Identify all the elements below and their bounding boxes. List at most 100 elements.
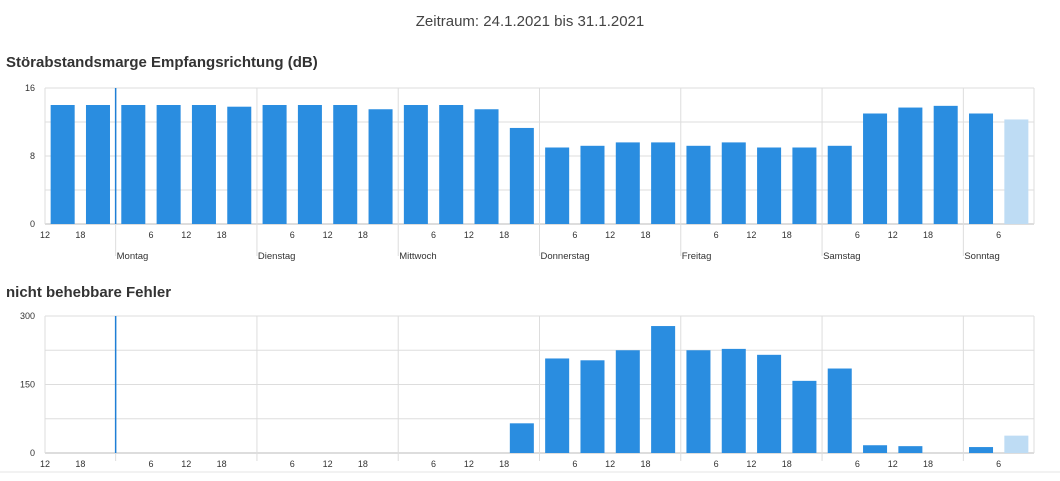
snr-bar (509, 127, 534, 224)
snr-bar (333, 105, 358, 224)
err-xtick: 6 (148, 459, 153, 469)
err-xtick: 6 (714, 459, 719, 469)
err-xtick: 18 (499, 459, 509, 469)
snr-ytick: 16 (25, 83, 35, 93)
snr-bar (863, 113, 888, 224)
err-xtick: 18 (640, 459, 650, 469)
err-bar (827, 368, 852, 453)
errors-chart: 0 150 300 12 18 6 12 18 6 12 18 6 12 18 6 12 18 6 12 18 6 12 1… (0, 311, 1060, 473)
snr-xtick: 18 (923, 230, 933, 240)
snr-ytick: 0 (30, 219, 35, 229)
snr-bar (827, 145, 852, 224)
snr-bar (1004, 119, 1029, 224)
snr-xtick: 12 (888, 230, 898, 240)
err-bar (898, 446, 923, 453)
period-label: Zeitraum: 24.1.2021 bis 31.1.2021 (415, 13, 645, 30)
err-xtick: 12 (605, 459, 615, 469)
err-bar (721, 348, 746, 453)
snr-bar (898, 107, 923, 224)
snr-bar (686, 145, 711, 224)
snr-bar (651, 142, 676, 224)
err-bar (969, 447, 994, 453)
err-xtick: 6 (572, 459, 577, 469)
snr-bar (933, 105, 958, 224)
snr-xtick: 12 (464, 230, 474, 240)
snr-xtick: 6 (996, 230, 1001, 240)
snr-bar (227, 106, 252, 224)
snr-xtick: 6 (431, 230, 436, 240)
err-xtick: 18 (217, 459, 227, 469)
err-xtick: 12 (323, 459, 333, 469)
snr-xtick: 18 (75, 230, 85, 240)
snr-bar (545, 147, 570, 224)
chart-title-errors: nicht behebbare Fehler (6, 284, 172, 301)
snr-xtick: 18 (640, 230, 650, 240)
snr-xtick: 6 (572, 230, 577, 240)
snr-xtick: 18 (499, 230, 509, 240)
snr-bar (156, 105, 181, 224)
err-xtick: 12 (40, 459, 50, 469)
snr-day-label: Freitag (682, 251, 712, 262)
snr-xtick: 12 (746, 230, 756, 240)
err-xtick: 12 (888, 459, 898, 469)
err-bar (509, 423, 534, 453)
err-ytick: 150 (20, 380, 35, 390)
snr-bar (85, 105, 110, 224)
err-bar (686, 350, 711, 453)
err-bar (615, 350, 640, 453)
err-xtick: 12 (746, 459, 756, 469)
snr-day-label: Mittwoch (399, 251, 436, 262)
snr-bar (191, 105, 216, 224)
snr-xtick: 6 (148, 230, 153, 240)
snr-bar (121, 105, 146, 224)
snr-bar (792, 147, 817, 224)
err-bar (863, 445, 888, 453)
err-xtick: 12 (464, 459, 474, 469)
err-ytick: 0 (30, 448, 35, 458)
snr-bar (969, 113, 994, 224)
err-xtick: 6 (855, 459, 860, 469)
err-xtick: 6 (431, 459, 436, 469)
err-xtick: 18 (358, 459, 368, 469)
snr-xtick: 18 (217, 230, 227, 240)
snr-bar (474, 109, 499, 224)
snr-bar (50, 105, 75, 224)
snr-bar (439, 105, 464, 224)
snr-xtick: 12 (40, 230, 50, 240)
err-bar (545, 358, 570, 453)
snr-xtick: 12 (605, 230, 615, 240)
snr-day-label: Donnerstag (541, 251, 590, 262)
err-bar (1004, 435, 1029, 453)
err-xtick: 18 (923, 459, 933, 469)
snr-bar (615, 142, 640, 224)
snr-ytick: 8 (30, 151, 35, 161)
snr-xtick: 18 (358, 230, 368, 240)
snr-day-label: Dienstag (258, 251, 296, 262)
err-bar (792, 380, 817, 453)
snr-bar (262, 105, 287, 224)
err-xtick: 6 (996, 459, 1001, 469)
snr-day-label: Samstag (823, 251, 861, 262)
snr-bar (721, 142, 746, 224)
snr-bar (580, 145, 605, 224)
err-xtick: 18 (782, 459, 792, 469)
err-xtick: 6 (290, 459, 295, 469)
snr-xtick: 6 (714, 230, 719, 240)
snr-xtick: 6 (855, 230, 860, 240)
snr-chart: 0 8 16 12 18 6 12 18 6 12 18 6 12 18 6 12 18 6 12 18 6 12 18 6 M… (25, 83, 1035, 262)
err-ytick: 300 (20, 311, 35, 321)
snr-bar (297, 105, 322, 224)
err-bar (757, 354, 782, 453)
snr-xtick: 18 (782, 230, 792, 240)
chart-title-snr: Störabstandsmarge Empfangsrichtung (dB) (6, 54, 318, 71)
snr-bar (368, 109, 393, 224)
err-xtick: 18 (75, 459, 85, 469)
snr-xtick: 12 (181, 230, 191, 240)
err-xtick: 12 (181, 459, 191, 469)
snr-day-label: Montag (117, 251, 149, 262)
snr-bar (403, 105, 428, 224)
err-bar (651, 326, 676, 453)
snr-xtick: 6 (290, 230, 295, 240)
snr-xtick: 12 (323, 230, 333, 240)
err-bar (580, 360, 605, 453)
